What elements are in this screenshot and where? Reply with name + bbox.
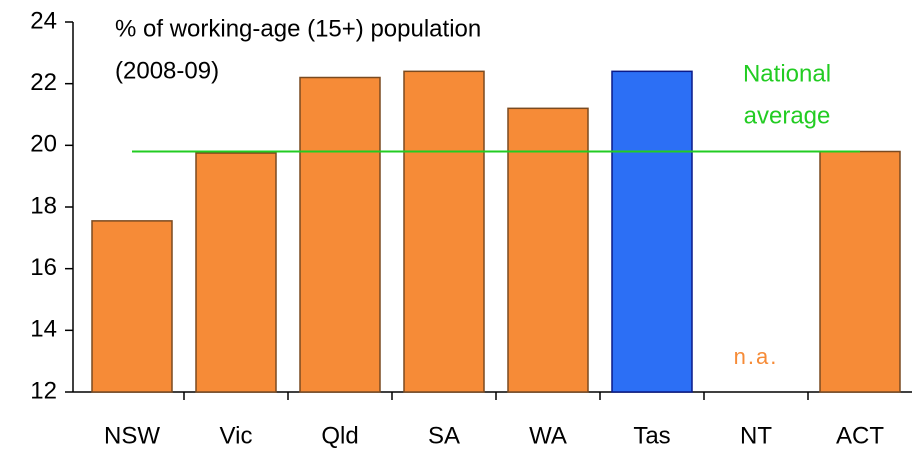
bar [299, 76, 381, 393]
bar [819, 150, 901, 393]
reference-label: National [743, 60, 831, 87]
annotation: % of working-age (15+) population [115, 15, 481, 42]
x-tick-label: NSW [104, 422, 160, 449]
annotation: (2008-09) [115, 57, 219, 84]
value-label: n.a. [734, 344, 779, 369]
bar [403, 70, 485, 393]
bar [611, 70, 693, 393]
x-tick-label: Vic [220, 422, 253, 449]
y-tick-label: 22 [30, 69, 57, 96]
x-tick-label: WA [529, 422, 567, 449]
x-tick-label: Qld [321, 422, 358, 449]
reference-label: average [744, 102, 831, 129]
x-tick-label: ACT [836, 422, 884, 449]
y-tick-label: 12 [30, 377, 57, 404]
y-tick-label: 20 [30, 131, 57, 158]
x-tick-label: Tas [633, 422, 670, 449]
bar [91, 220, 173, 393]
bar [195, 152, 277, 393]
y-tick-label: 24 [30, 7, 57, 34]
x-tick-label: SA [428, 422, 460, 449]
y-tick-label: 16 [30, 254, 57, 281]
y-tick-label: 14 [30, 316, 57, 343]
y-tick-label: 18 [30, 192, 57, 219]
x-tick-label: NT [740, 422, 772, 449]
bar [507, 107, 589, 393]
